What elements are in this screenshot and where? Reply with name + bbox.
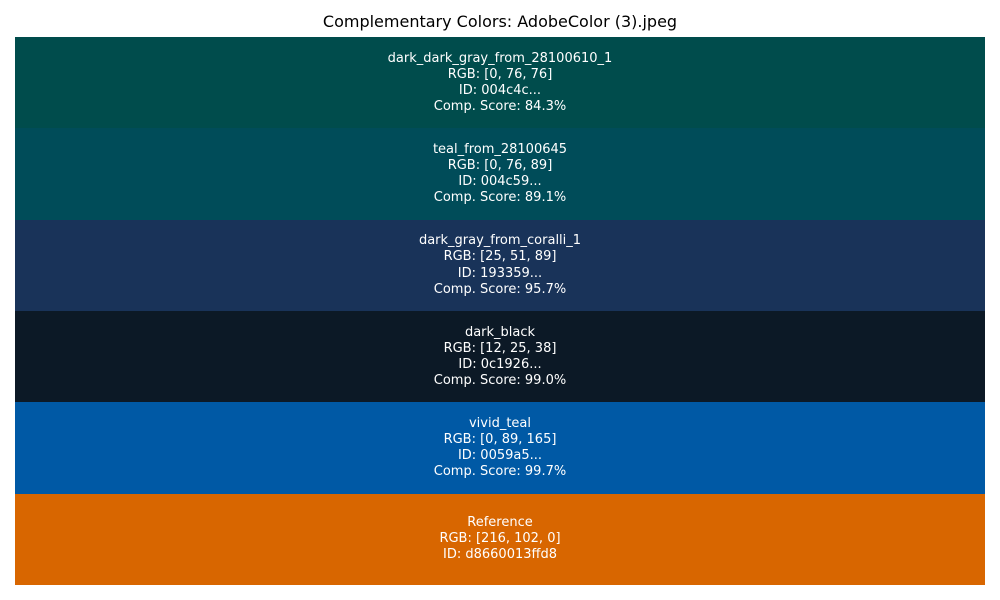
- swatch-id: ID: 0c1926...: [458, 356, 542, 372]
- swatch-score: Comp. Score: 95.7%: [433, 281, 567, 297]
- swatch-rgb: RGB: [25, 51, 89]: [443, 249, 557, 265]
- swatch-name: teal_from_28100645: [432, 141, 568, 157]
- swatch-id: ID: d8660013ffd8: [443, 547, 557, 563]
- swatch-name: dark_gray_from_coralli_1: [418, 233, 582, 249]
- swatch-rgb: RGB: [0, 89, 165]: [443, 432, 557, 448]
- swatch-rgb: RGB: [0, 76, 76]: [447, 66, 553, 82]
- swatch-score: Comp. Score: 84.3%: [433, 99, 567, 115]
- swatch-id: ID: 193359...: [457, 265, 543, 281]
- color-swatch: dark_gray_from_coralli_1 RGB: [25, 51, 89…: [15, 219, 985, 312]
- swatch-name: dark_black: [464, 324, 536, 340]
- color-swatch: dark_black RGB: [12, 25, 38] ID: 0c1926...…: [15, 311, 985, 403]
- color-swatch: vivid_teal RGB: [0, 89, 165] ID: 0059a5...…: [15, 402, 985, 495]
- swatch-rgb: RGB: [0, 76, 89]: [447, 158, 553, 174]
- color-swatch: teal_from_28100645 RGB: [0, 76, 89] ID: 00…: [15, 128, 985, 221]
- swatch-score: Comp. Score: 99.0%: [433, 373, 567, 389]
- swatch-rgb: RGB: [12, 25, 38]: [443, 340, 557, 356]
- color-swatch-stack: dark_dark_gray_from_28100610_1 RGB: [0, 7…: [15, 37, 985, 585]
- swatch-score: Comp. Score: 99.7%: [433, 464, 567, 480]
- swatch-rgb: RGB: [216, 102, 0]: [439, 531, 561, 547]
- swatch-name: Reference: [467, 515, 533, 531]
- swatch-score: Comp. Score: 89.1%: [433, 190, 567, 206]
- chart-title: Complementary Colors: AdobeColor (3).jpe…: [322, 12, 678, 31]
- color-swatch: Reference RGB: [216, 102, 0] ID: d8660013f…: [15, 493, 985, 585]
- color-swatch: dark_dark_gray_from_28100610_1 RGB: [0, 7…: [15, 37, 985, 129]
- swatch-id: ID: 004c59...: [458, 174, 542, 190]
- swatch-name: vivid_teal: [468, 415, 532, 431]
- swatch-id: ID: 004c4c...: [458, 82, 542, 98]
- swatch-id: ID: 0059a5...: [457, 448, 543, 464]
- swatch-name: dark_dark_gray_from_28100610_1: [387, 50, 613, 66]
